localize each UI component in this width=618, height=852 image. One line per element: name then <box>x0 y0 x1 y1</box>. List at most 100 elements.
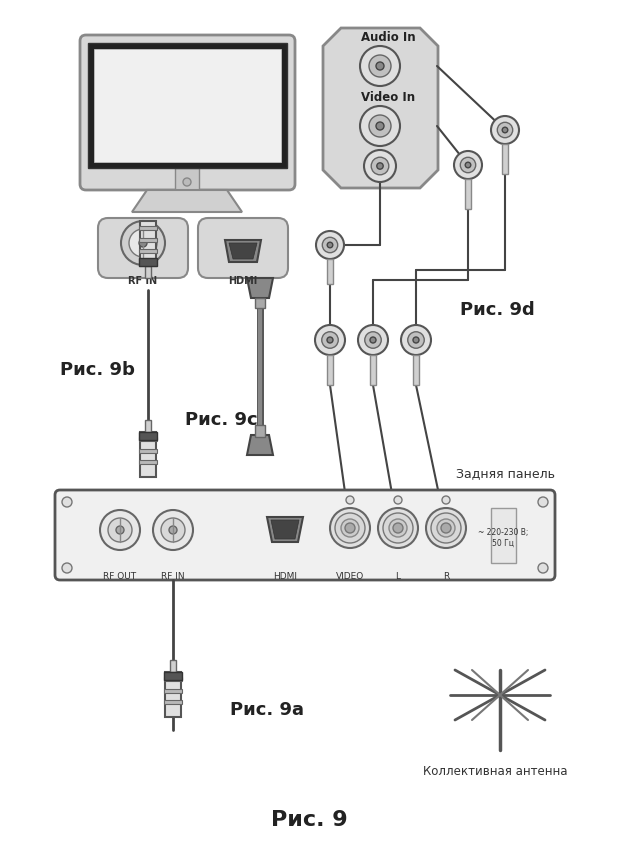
Circle shape <box>365 331 381 348</box>
Circle shape <box>369 55 391 77</box>
Text: ~ 220-230 В;
50 Гц: ~ 220-230 В; 50 Гц <box>478 528 528 547</box>
Circle shape <box>153 510 193 550</box>
Polygon shape <box>247 278 273 298</box>
Text: HDMI: HDMI <box>229 276 258 286</box>
Circle shape <box>376 62 384 70</box>
Polygon shape <box>247 435 273 455</box>
Circle shape <box>322 331 338 348</box>
Text: Рис. 9c: Рис. 9c <box>185 411 258 429</box>
Bar <box>145 420 151 432</box>
Bar <box>255 425 265 437</box>
Circle shape <box>454 151 482 179</box>
Circle shape <box>460 158 476 173</box>
Circle shape <box>497 123 513 138</box>
Bar <box>145 266 151 278</box>
Text: Рис. 9d: Рис. 9d <box>460 301 535 319</box>
FancyBboxPatch shape <box>55 490 555 580</box>
Bar <box>465 179 471 209</box>
Text: Коллективная антенна: Коллективная антенна <box>423 765 567 778</box>
Bar <box>139 238 157 242</box>
Polygon shape <box>267 517 303 542</box>
Circle shape <box>426 508 466 548</box>
Circle shape <box>442 496 450 504</box>
Circle shape <box>364 150 396 182</box>
Circle shape <box>437 519 455 537</box>
Circle shape <box>108 518 132 542</box>
Circle shape <box>370 337 376 343</box>
Bar <box>370 355 376 385</box>
FancyBboxPatch shape <box>98 218 188 278</box>
Bar <box>255 298 265 308</box>
Bar <box>88 43 287 168</box>
Circle shape <box>465 162 471 168</box>
Text: Рис. 9a: Рис. 9a <box>230 701 304 719</box>
Bar <box>94 49 281 162</box>
Polygon shape <box>271 520 299 539</box>
Circle shape <box>121 221 165 265</box>
Circle shape <box>327 242 333 248</box>
Circle shape <box>330 508 370 548</box>
Text: Рис. 9: Рис. 9 <box>271 810 347 830</box>
Circle shape <box>360 46 400 86</box>
Bar <box>139 258 157 266</box>
Circle shape <box>183 178 191 186</box>
Circle shape <box>401 325 431 355</box>
Bar <box>164 672 182 680</box>
Polygon shape <box>132 190 242 212</box>
Circle shape <box>139 239 147 247</box>
Circle shape <box>100 510 140 550</box>
Polygon shape <box>323 28 438 188</box>
Bar <box>164 688 182 693</box>
Bar <box>413 355 419 385</box>
Circle shape <box>538 497 548 507</box>
Circle shape <box>315 325 345 355</box>
Circle shape <box>341 519 359 537</box>
Circle shape <box>335 513 365 543</box>
Bar <box>327 259 333 284</box>
Circle shape <box>369 115 391 137</box>
Circle shape <box>383 513 413 543</box>
Circle shape <box>376 122 384 130</box>
Bar <box>139 432 157 440</box>
Circle shape <box>441 523 451 533</box>
Circle shape <box>360 106 400 146</box>
Text: Audio In: Audio In <box>361 31 415 44</box>
Bar <box>139 437 157 441</box>
Circle shape <box>169 526 177 534</box>
Bar <box>139 460 157 464</box>
Polygon shape <box>225 240 261 262</box>
Bar <box>139 226 157 230</box>
Circle shape <box>327 337 333 343</box>
Circle shape <box>161 518 185 542</box>
Circle shape <box>413 337 419 343</box>
Circle shape <box>116 526 124 534</box>
Bar <box>139 250 157 253</box>
FancyBboxPatch shape <box>198 218 288 278</box>
Circle shape <box>377 163 383 170</box>
Text: RF IN: RF IN <box>129 276 158 286</box>
Circle shape <box>393 523 403 533</box>
Bar <box>165 672 181 717</box>
Text: RF IN: RF IN <box>161 572 185 581</box>
Circle shape <box>345 523 355 533</box>
Bar <box>164 677 182 681</box>
Circle shape <box>323 238 337 253</box>
Bar <box>140 221 156 266</box>
Bar <box>327 355 333 385</box>
Circle shape <box>62 563 72 573</box>
FancyBboxPatch shape <box>80 35 295 190</box>
Text: R: R <box>443 572 449 581</box>
Circle shape <box>358 325 388 355</box>
Bar <box>502 144 508 174</box>
Bar <box>139 449 157 452</box>
Circle shape <box>62 497 72 507</box>
Bar <box>491 508 516 563</box>
Bar <box>164 700 182 705</box>
Bar <box>140 432 156 477</box>
Text: HDMI: HDMI <box>273 572 297 581</box>
Circle shape <box>394 496 402 504</box>
Circle shape <box>538 563 548 573</box>
Circle shape <box>408 331 424 348</box>
Circle shape <box>431 513 461 543</box>
Circle shape <box>316 231 344 259</box>
